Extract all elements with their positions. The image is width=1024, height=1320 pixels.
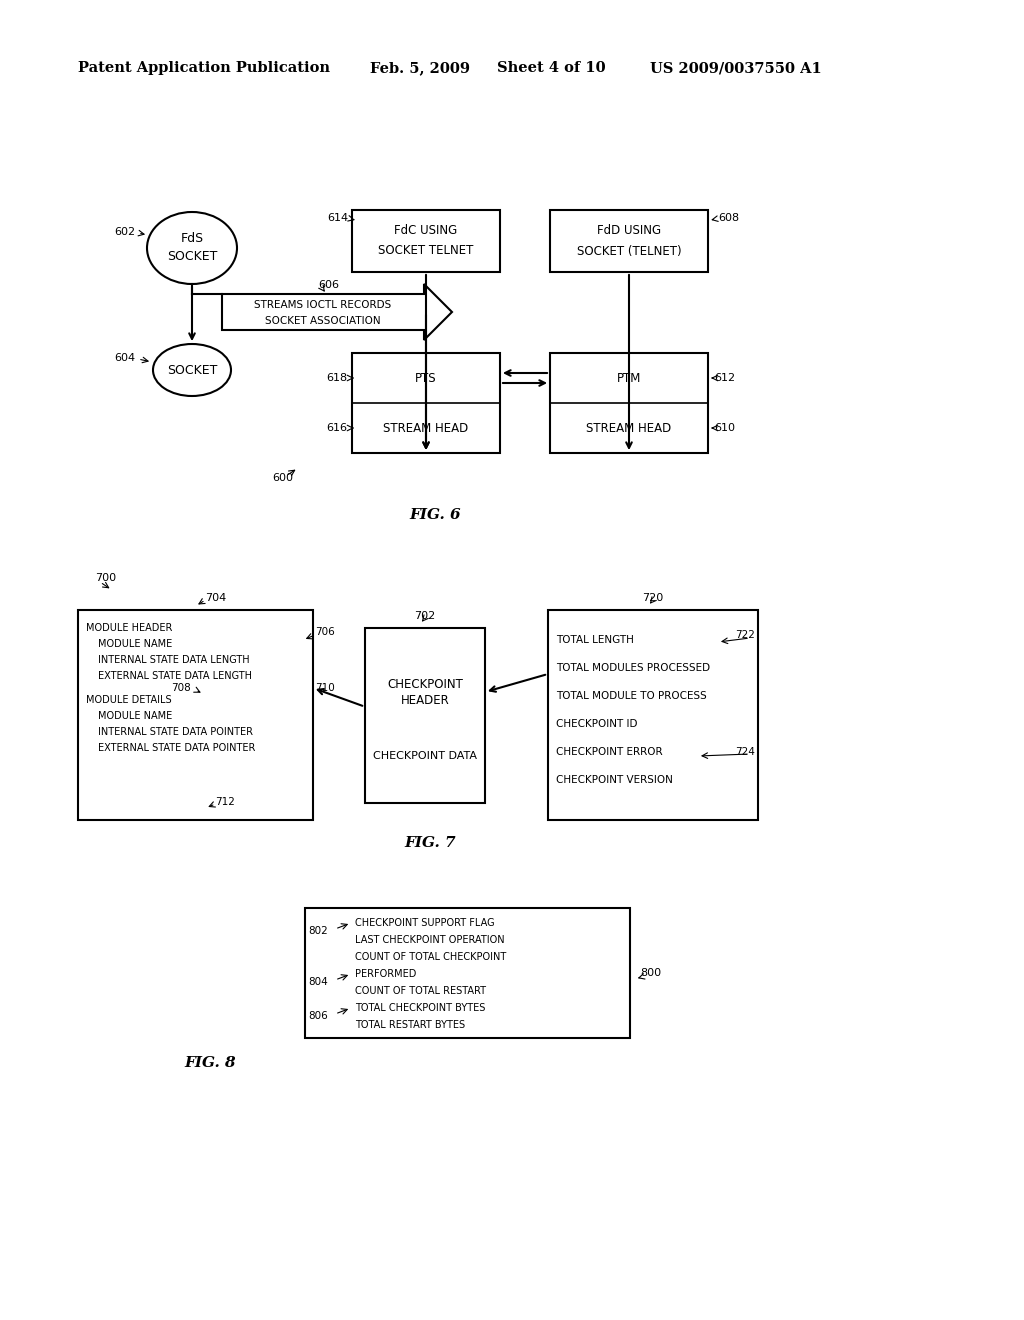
Bar: [352, 352, 500, 453]
Text: INTERNAL STATE DATA POINTER: INTERNAL STATE DATA POINTER: [98, 727, 253, 737]
Text: TOTAL CHECKPOINT BYTES: TOTAL CHECKPOINT BYTES: [355, 1003, 485, 1012]
Text: LAST CHECKPOINT OPERATION: LAST CHECKPOINT OPERATION: [355, 935, 505, 945]
Bar: [352, 210, 500, 272]
Text: CHECKPOINT DATA: CHECKPOINT DATA: [373, 751, 477, 760]
Text: 712: 712: [215, 797, 236, 807]
Text: 702: 702: [415, 611, 435, 620]
Text: EXTERNAL STATE DATA LENGTH: EXTERNAL STATE DATA LENGTH: [98, 671, 252, 681]
Text: FIG. 7: FIG. 7: [404, 836, 456, 850]
Text: SOCKET TELNET: SOCKET TELNET: [378, 244, 474, 257]
Text: 806: 806: [308, 1011, 328, 1020]
Bar: [550, 210, 708, 272]
Bar: [550, 352, 708, 453]
Text: SOCKET (TELNET): SOCKET (TELNET): [577, 244, 681, 257]
Text: 600: 600: [272, 473, 294, 483]
Text: 616: 616: [326, 422, 347, 433]
Text: US 2009/0037550 A1: US 2009/0037550 A1: [650, 61, 821, 75]
Text: STREAMS IOCTL RECORDS: STREAMS IOCTL RECORDS: [254, 300, 391, 310]
Text: STREAM HEAD: STREAM HEAD: [383, 421, 469, 434]
Text: PTM: PTM: [616, 371, 641, 384]
Bar: [365, 628, 485, 803]
Text: HEADER: HEADER: [400, 693, 450, 706]
Text: 618: 618: [326, 374, 347, 383]
Text: 722: 722: [735, 630, 755, 640]
Text: Feb. 5, 2009: Feb. 5, 2009: [370, 61, 470, 75]
Text: CHECKPOINT: CHECKPOINT: [387, 677, 463, 690]
Bar: [305, 908, 630, 1038]
Text: TOTAL RESTART BYTES: TOTAL RESTART BYTES: [355, 1020, 465, 1030]
Text: FdS: FdS: [180, 232, 204, 246]
Text: 704: 704: [206, 593, 226, 603]
Bar: [548, 610, 758, 820]
Text: TOTAL MODULES PROCESSED: TOTAL MODULES PROCESSED: [556, 663, 710, 673]
Text: FdC USING: FdC USING: [394, 224, 458, 238]
Text: 606: 606: [318, 280, 339, 290]
Text: Sheet 4 of 10: Sheet 4 of 10: [497, 61, 605, 75]
Text: 602: 602: [114, 227, 135, 238]
Text: TOTAL LENGTH: TOTAL LENGTH: [556, 635, 634, 645]
Text: MODULE HEADER: MODULE HEADER: [86, 623, 172, 634]
Text: MODULE NAME: MODULE NAME: [98, 639, 172, 649]
Bar: [78, 610, 313, 820]
Text: CHECKPOINT ERROR: CHECKPOINT ERROR: [556, 747, 663, 756]
Text: 604: 604: [114, 352, 135, 363]
Text: INTERNAL STATE DATA LENGTH: INTERNAL STATE DATA LENGTH: [98, 655, 250, 665]
Text: SOCKET: SOCKET: [167, 251, 217, 264]
Text: EXTERNAL STATE DATA POINTER: EXTERNAL STATE DATA POINTER: [98, 743, 255, 752]
Text: TOTAL MODULE TO PROCESS: TOTAL MODULE TO PROCESS: [556, 690, 707, 701]
Text: 724: 724: [735, 747, 755, 756]
Text: 700: 700: [95, 573, 116, 583]
Text: MODULE DETAILS: MODULE DETAILS: [86, 696, 172, 705]
Text: 710: 710: [315, 682, 335, 693]
Text: STREAM HEAD: STREAM HEAD: [587, 421, 672, 434]
Text: COUNT OF TOTAL RESTART: COUNT OF TOTAL RESTART: [355, 986, 486, 997]
Text: 802: 802: [308, 927, 328, 936]
Text: FIG. 6: FIG. 6: [410, 508, 461, 521]
Text: 608: 608: [718, 213, 739, 223]
Text: CHECKPOINT VERSION: CHECKPOINT VERSION: [556, 775, 673, 785]
Text: SOCKET ASSOCIATION: SOCKET ASSOCIATION: [265, 315, 381, 326]
Text: CHECKPOINT SUPPORT FLAG: CHECKPOINT SUPPORT FLAG: [355, 917, 495, 928]
Text: FdD USING: FdD USING: [597, 224, 662, 238]
Text: COUNT OF TOTAL CHECKPOINT: COUNT OF TOTAL CHECKPOINT: [355, 952, 506, 962]
Text: 804: 804: [308, 977, 328, 987]
Text: PERFORMED: PERFORMED: [355, 969, 417, 979]
Text: 614: 614: [327, 213, 348, 223]
Text: CHECKPOINT ID: CHECKPOINT ID: [556, 719, 638, 729]
Text: FIG. 8: FIG. 8: [184, 1056, 236, 1071]
Text: Patent Application Publication: Patent Application Publication: [78, 61, 330, 75]
Text: SOCKET: SOCKET: [167, 363, 217, 376]
Text: 708: 708: [171, 682, 190, 693]
Text: 610: 610: [714, 422, 735, 433]
Text: PTS: PTS: [415, 371, 437, 384]
Text: 800: 800: [640, 968, 662, 978]
Text: 612: 612: [714, 374, 735, 383]
Text: 720: 720: [642, 593, 664, 603]
Text: 706: 706: [315, 627, 335, 638]
Text: MODULE NAME: MODULE NAME: [98, 711, 172, 721]
